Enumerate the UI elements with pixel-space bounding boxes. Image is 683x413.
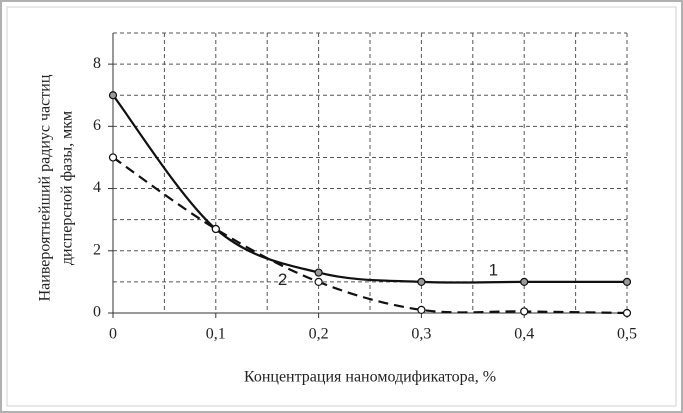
series-label: 2: [278, 270, 287, 289]
data-point: [622, 308, 632, 318]
y-tick-label: 8: [93, 55, 101, 72]
x-axis-label: Концентрация наномодификатора, %: [244, 369, 496, 386]
y-tick-label: 4: [93, 179, 101, 196]
series-label: 1: [489, 260, 498, 279]
inner-frame: [6, 6, 677, 407]
y-tick-label: 2: [93, 241, 101, 258]
data-point: [417, 305, 426, 314]
x-tick-label: 0,5: [617, 326, 637, 343]
y-axis-label: Наивероятнейший радиус частиц: [37, 74, 54, 301]
y-tick-label: 6: [93, 117, 101, 134]
data-point: [520, 307, 529, 316]
y-axis-label: дисперсной фазы, мкм: [59, 111, 76, 265]
x-tick-label: 0,4: [514, 326, 534, 343]
x-tick-label: 0: [109, 326, 117, 343]
data-point: [314, 268, 323, 277]
data-point: [417, 277, 426, 286]
x-tick-label: 0,1: [206, 326, 226, 343]
data-point: [211, 224, 220, 234]
x-tick-label: 0,3: [411, 326, 431, 343]
data-point: [520, 277, 529, 286]
data-point: [314, 277, 323, 286]
y-tick-label: 0: [93, 304, 101, 321]
data-point: [108, 153, 118, 162]
series-line: [112, 156, 628, 315]
data-point: [622, 277, 632, 286]
x-tick-label: 0,2: [309, 326, 329, 343]
series-line: [112, 94, 627, 284]
data-point: [108, 91, 118, 100]
